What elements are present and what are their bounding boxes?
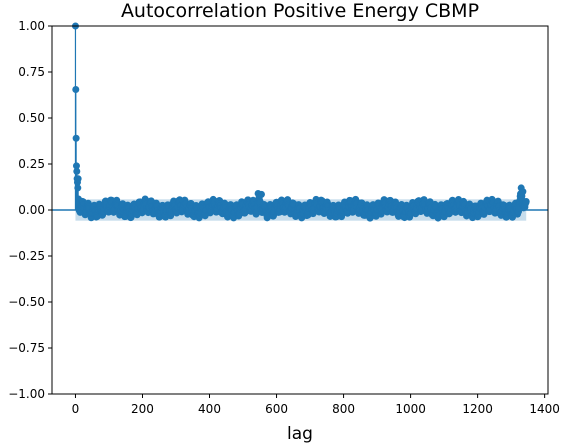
x-tick-label: 1400 [529,402,560,416]
acf-point [73,168,80,175]
acf-point [74,184,81,191]
y-tick-label: −1.00 [8,387,45,401]
x-tick-label: 1000 [395,402,426,416]
y-tick-label: 1.00 [18,19,45,33]
x-tick-label: 400 [198,402,221,416]
y-tick-label: 0.75 [18,65,45,79]
y-tick-label: 0.50 [18,111,45,125]
acf-point [72,86,79,93]
x-tick-label: 600 [265,402,288,416]
acf-point [258,191,265,198]
chart-title: Autocorrelation Positive Energy CBMP [121,0,479,22]
x-tick-label: 1200 [462,402,493,416]
acf-point [519,188,526,195]
x-tick-label: 0 [72,402,80,416]
acf-point [523,198,530,205]
acf-point [75,175,82,182]
y-tick-label: −0.75 [8,341,45,355]
acf-point [73,135,80,142]
y-tick-label: 0.25 [18,157,45,171]
x-tick-label: 800 [332,402,355,416]
x-tick-label: 200 [131,402,154,416]
y-tick-label: −0.50 [8,295,45,309]
y-tick-label: −0.25 [8,249,45,263]
x-axis-label: lag [287,424,313,444]
y-tick-label: 0.00 [18,203,45,217]
